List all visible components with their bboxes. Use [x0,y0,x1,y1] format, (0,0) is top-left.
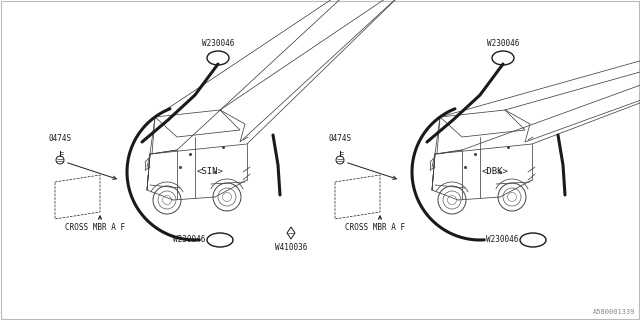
Text: CROSS MBR A F: CROSS MBR A F [345,223,405,232]
Text: 0474S: 0474S [328,134,351,143]
Text: W230046: W230046 [486,236,518,244]
Text: W230046: W230046 [487,39,519,48]
Text: CROSS MBR A F: CROSS MBR A F [65,223,125,232]
Text: A580001339: A580001339 [593,309,635,315]
Text: W230046: W230046 [202,39,234,48]
Text: <DBK>: <DBK> [481,167,508,177]
Text: W410036: W410036 [275,243,307,252]
Text: 0474S: 0474S [49,134,72,143]
Text: <SIN>: <SIN> [196,167,223,177]
Text: W230046: W230046 [173,236,205,244]
